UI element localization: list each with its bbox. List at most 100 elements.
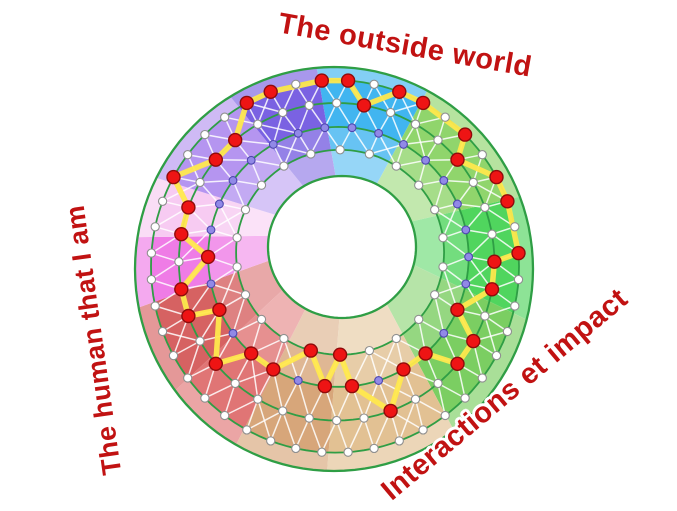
red-node [383, 403, 398, 419]
mesh-line [162, 330, 201, 342]
white-node [343, 447, 353, 457]
red-node [200, 249, 216, 265]
red-node [396, 362, 411, 377]
white-node [391, 333, 401, 344]
white-node [220, 112, 230, 122]
mesh-line [272, 112, 284, 145]
white-node [146, 248, 157, 258]
mesh-line [251, 159, 285, 167]
mesh-line [270, 410, 284, 442]
mesh-line [363, 417, 375, 449]
mesh-line [389, 112, 405, 145]
mesh-line [468, 233, 493, 258]
white-node [414, 314, 424, 325]
white-node [317, 447, 327, 457]
white-node [369, 443, 379, 454]
white-node [359, 413, 369, 423]
white-node [510, 222, 520, 232]
red-node [466, 333, 481, 349]
mesh-line [151, 252, 180, 263]
white-node [195, 177, 205, 188]
red-node [332, 347, 348, 362]
mesh-line [443, 179, 474, 184]
white-node [174, 257, 184, 267]
white-node [364, 149, 375, 159]
white-node [480, 202, 490, 213]
mesh-line [282, 380, 299, 412]
red-node [166, 169, 181, 185]
red-node [450, 356, 465, 371]
mesh-line [297, 380, 310, 419]
mesh-line [403, 139, 439, 146]
mesh-line [281, 410, 297, 449]
white-node [168, 350, 179, 361]
white-node [410, 394, 421, 404]
mesh-line [199, 181, 220, 205]
mesh-line [442, 237, 470, 258]
white-node [414, 180, 424, 190]
white-node [440, 410, 450, 421]
mesh-line [232, 294, 247, 334]
white-node [291, 443, 301, 454]
purple-node [293, 128, 303, 138]
mesh-line [295, 417, 310, 449]
white-node [279, 161, 289, 171]
white-node [480, 311, 490, 321]
red-node [450, 152, 465, 167]
red-node [500, 194, 515, 209]
white-node [232, 233, 242, 243]
purple-node [439, 176, 449, 185]
mesh-line [321, 420, 338, 453]
mesh-line [283, 133, 299, 167]
mesh-line [335, 102, 353, 129]
mesh-line [437, 382, 466, 399]
mesh-line [246, 410, 284, 431]
mesh-line [351, 127, 371, 155]
white-node [150, 301, 160, 311]
white-node [410, 119, 421, 129]
mesh-line [377, 132, 397, 167]
mesh-line [224, 398, 259, 417]
purple-node [228, 176, 238, 185]
mesh-line [368, 350, 380, 381]
red-node [418, 346, 433, 361]
white-node [240, 205, 251, 215]
white-node [433, 378, 443, 389]
red-node [303, 343, 318, 358]
mesh-line [218, 266, 238, 311]
mesh-line [442, 266, 467, 285]
mesh-line [369, 143, 404, 155]
red-node [239, 95, 255, 111]
purple-node [347, 123, 357, 133]
white-node [510, 301, 520, 311]
red-node [174, 226, 189, 242]
red-node [181, 308, 196, 324]
purple-node [206, 279, 216, 289]
red-node [489, 169, 504, 185]
white-node [278, 107, 288, 118]
overlay-band [236, 149, 445, 355]
red-node [174, 282, 189, 297]
white-node [430, 290, 440, 300]
purple-node [421, 155, 431, 165]
purple-node [206, 225, 216, 235]
purple-node [246, 155, 256, 165]
mesh-line [437, 383, 446, 416]
mesh-line [150, 261, 180, 281]
purple-node [461, 225, 471, 235]
mesh-line [297, 105, 310, 134]
red-node [340, 73, 356, 88]
white-node [306, 149, 316, 159]
white-node [502, 326, 513, 337]
red-nodes [166, 73, 526, 419]
white-node [418, 425, 428, 435]
purple-node [399, 139, 408, 149]
red-node [208, 152, 224, 167]
purple-node [268, 139, 278, 149]
white-node [477, 373, 487, 383]
red-node [212, 302, 227, 317]
hole [266, 174, 418, 320]
mesh-line [308, 417, 323, 453]
white-node [240, 290, 251, 300]
